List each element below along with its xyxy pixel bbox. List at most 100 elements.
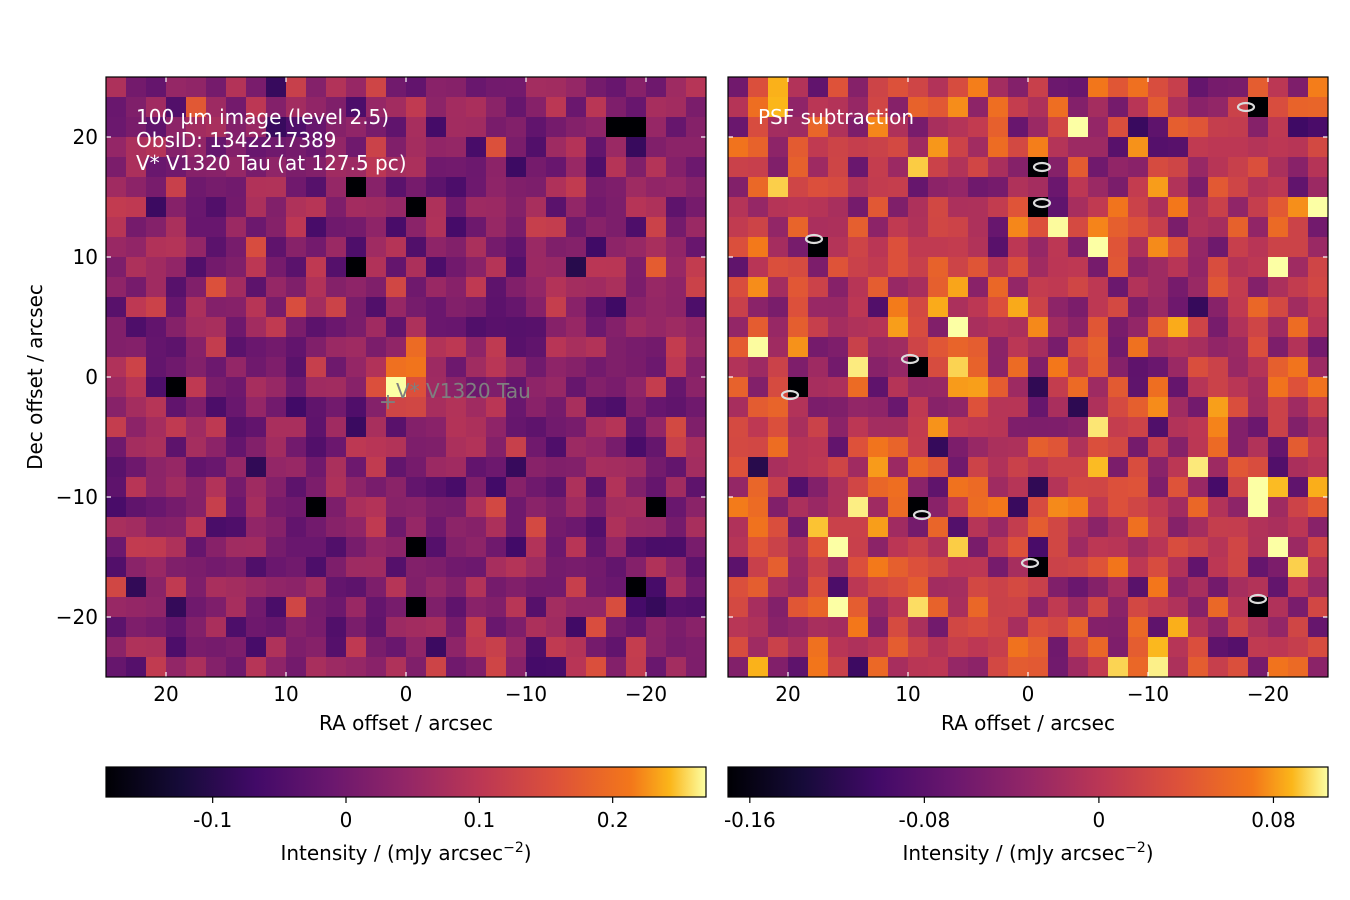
heatmap-pixel [1168,217,1189,238]
heatmap-pixel [466,357,487,378]
heatmap-pixel [1288,217,1309,238]
heatmap-pixel [586,597,607,618]
heatmap-pixel [526,217,547,238]
heatmap-pixel [1168,137,1189,158]
heatmap-pixel [988,177,1009,198]
heatmap-pixel [968,117,989,138]
heatmap-pixel [1148,377,1169,398]
heatmap-pixel [366,257,387,278]
heatmap-pixel [1008,137,1029,158]
heatmap-pixel [666,137,687,158]
heatmap-pixel [286,297,307,318]
heatmap-pixel [366,137,387,158]
heatmap-pixel [868,197,889,218]
heatmap-pixel [526,117,547,138]
heatmap-pixel [1228,417,1249,438]
heatmap-pixel [146,417,167,438]
heatmap-pixel [748,157,769,178]
heatmap-pixel [346,637,367,658]
heatmap-pixel [1128,657,1149,677]
heatmap-pixel [426,277,447,298]
heatmap-pixel [266,517,287,538]
heatmap-pixel [1128,517,1149,538]
heatmap-pixel [266,197,287,218]
heatmap-pixel [206,237,227,258]
heatmap-pixel [286,117,307,138]
heatmap-pixel [868,217,889,238]
heatmap-pixel [768,337,789,358]
heatmap-pixel [206,557,227,578]
heatmap-pixel [888,557,909,578]
heatmap-pixel [1048,577,1069,598]
heatmap-pixel [808,657,829,677]
heatmap-pixel [306,357,327,378]
heatmap-pixel [306,477,327,498]
heatmap-pixel [506,597,527,618]
heatmap-pixel [1108,297,1129,318]
heatmap-pixel [1168,477,1189,498]
heatmap-pixel [106,97,127,118]
heatmap-pixel [828,337,849,358]
heatmap-pixel [908,637,929,658]
heatmap-pixel [546,617,567,638]
heatmap-pixel [1168,497,1189,518]
heatmap-pixel [386,217,407,238]
heatmap-pixel [1248,217,1269,238]
heatmap-pixel [1148,237,1169,258]
heatmap-pixel [888,437,909,458]
heatmap-pixel [346,657,367,677]
heatmap-pixel [106,197,127,218]
heatmap-pixel [346,477,367,498]
heatmap-pixel [1268,237,1289,258]
heatmap-pixel [326,657,347,677]
heatmap-pixel [226,597,247,618]
heatmap-pixel [386,497,407,518]
heatmap-pixel [908,597,929,618]
heatmap-pixel [486,117,507,138]
heatmap-pixel [908,277,929,298]
heatmap-pixel [808,597,829,618]
heatmap-pixel [346,197,367,218]
heatmap-pixel [426,97,447,118]
heatmap-pixel [526,297,547,318]
heatmap-pixel [1148,437,1169,458]
heatmap-pixel [106,217,127,238]
heatmap-pixel [768,77,789,98]
heatmap-pixel [1028,157,1049,178]
heatmap-pixel [666,397,687,418]
heatmap-pixel [526,457,547,478]
heatmap-pixel [326,117,347,138]
heatmap-pixel [1148,97,1169,118]
heatmap-pixel [808,257,829,278]
heatmap-pixel [606,617,627,638]
heatmap-pixel [146,297,167,318]
heatmap-pixel [988,517,1009,538]
heatmap-pixel [186,157,207,178]
heatmap-pixel [768,177,789,198]
heatmap-pixel [406,557,427,578]
heatmap-pixel [1048,637,1069,658]
heatmap-pixel [1188,197,1209,218]
heatmap-pixel [1268,537,1289,558]
heatmap-pixel [788,577,809,598]
heatmap-pixel [326,97,347,118]
heatmap-pixel [1108,97,1129,118]
heatmap-pixel [1048,417,1069,438]
heatmap-pixel [1008,437,1029,458]
heatmap-pixel [1128,157,1149,178]
heatmap-pixel [948,517,969,538]
heatmap-pixel [446,557,467,578]
heatmap-pixel [1208,377,1229,398]
heatmap-pixel [426,197,447,218]
heatmap-pixel [486,237,507,258]
heatmap-pixel [586,357,607,378]
heatmap-pixel [446,317,467,338]
heatmap-pixel [666,457,687,478]
heatmap-pixel [1028,117,1049,138]
heatmap-pixel [788,137,809,158]
heatmap-pixel [828,617,849,638]
colorbar-left-gradient [105,766,707,798]
heatmap-pixel [1088,297,1109,318]
contour-line [1032,197,1052,209]
heatmap-pixel [486,617,507,638]
